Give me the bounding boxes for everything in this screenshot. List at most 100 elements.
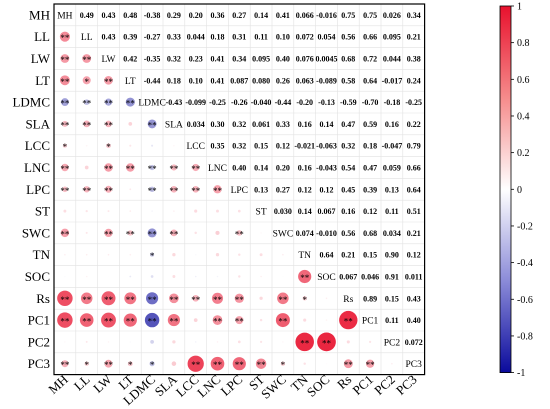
significance-mark: **	[213, 295, 223, 305]
correlation-value: 0.20	[189, 11, 203, 20]
significance-mark: **	[169, 317, 179, 327]
correlation-circle	[84, 361, 89, 366]
grid-layer	[53, 3, 426, 376]
correlation-circle	[84, 165, 89, 170]
correlation-circle	[280, 361, 286, 366]
significance-mark: **	[235, 317, 245, 327]
correlation-value: -0.017	[382, 76, 403, 85]
correlation-value: 0.16	[298, 120, 312, 129]
correlation-value: 0.16	[341, 207, 355, 216]
correlation-value: -0.43	[166, 98, 183, 107]
significance-mark: **	[366, 360, 376, 370]
correlation-circle	[194, 231, 197, 235]
correlation-circle	[61, 120, 68, 127]
significance-mark: **	[126, 229, 136, 239]
colorbar-tick-label: 0.2	[517, 148, 530, 159]
correlation-circle	[275, 313, 290, 328]
correlation-value: 0.22	[407, 120, 421, 129]
row-label: LNC	[24, 160, 50, 175]
row-label: LDMC	[12, 95, 50, 110]
correlation-value: 0.66	[407, 164, 421, 173]
correlation-value: 0.49	[80, 11, 94, 20]
correlation-circle	[194, 209, 198, 213]
correlation-circle	[187, 355, 204, 372]
row-label: Rs	[36, 291, 50, 306]
significance-mark: **	[169, 164, 179, 174]
correlation-circle	[260, 275, 262, 278]
correlation-value: 0.13	[254, 185, 268, 194]
diagonal-label: TN	[298, 251, 311, 261]
significance-mark: **	[60, 55, 70, 65]
colorbar-tick-label: -0.6	[517, 295, 533, 306]
correlation-circle	[107, 210, 110, 213]
correlation-circle	[144, 312, 160, 328]
correlation-circle	[107, 275, 110, 278]
correlation-circle	[129, 253, 132, 256]
correlation-circle	[236, 230, 243, 236]
colorbar-gradient	[499, 5, 512, 374]
correlation-circle	[85, 144, 88, 147]
correlation-circle	[194, 253, 197, 256]
correlation-value: 0.14	[254, 164, 268, 173]
diagonal-label: SOC	[317, 273, 335, 283]
correlation-value: 0.23	[189, 55, 203, 64]
correlation-circle	[282, 253, 284, 256]
correlation-value: 0.030	[274, 207, 292, 216]
correlation-value: 0.31	[232, 33, 246, 42]
diagonal-label: LW	[101, 55, 115, 65]
correlation-circle	[150, 252, 155, 257]
correlation-value: 0.18	[363, 142, 377, 151]
diagonal-label: SLA	[165, 120, 183, 130]
correlation-value: 0.11	[254, 33, 268, 42]
significance-mark: **	[104, 229, 114, 239]
correlation-circle	[129, 188, 132, 191]
correlation-value: 0.011	[405, 273, 423, 282]
significance-mark: **	[104, 99, 114, 109]
row-label: LL	[34, 29, 50, 44]
significance-mark: **	[235, 295, 245, 305]
correlation-value: -0.38	[144, 11, 161, 20]
cells-layer: MH 0.49 0.43 0.48 -0.38 0.29 0.20 0.36 0.27 0.14 0…	[57, 11, 423, 372]
correlation-value: 0.39	[363, 185, 377, 194]
correlation-value: 0.044	[187, 33, 205, 42]
correlation-value: 0.20	[276, 164, 290, 173]
correlation-circle	[255, 358, 267, 369]
correlation-value: 0.26	[276, 76, 290, 85]
colorbar-tick-label: 0.6	[517, 75, 530, 86]
correlation-circle	[127, 230, 133, 236]
correlation-circle	[259, 296, 263, 300]
correlation-circle	[237, 209, 241, 213]
significance-mark: **	[300, 273, 310, 283]
correlation-value: 0.27	[276, 185, 290, 194]
correlation-value: -0.44	[144, 76, 161, 85]
significance-mark: **	[169, 229, 179, 239]
significance-mark: *	[150, 251, 155, 261]
correlation-circle	[303, 318, 307, 322]
correlation-circle	[172, 275, 176, 278]
correlation-circle	[282, 275, 284, 278]
correlation-value: 0.095	[252, 55, 270, 64]
correlation-value: 0.21	[341, 251, 355, 260]
correlation-circle	[85, 340, 88, 343]
correlation-circle	[61, 360, 69, 368]
correlation-value: -0.26	[231, 98, 248, 107]
correlation-circle	[128, 122, 133, 126]
significance-mark: **	[322, 338, 332, 348]
correlation-circle	[211, 292, 224, 304]
correlation-circle	[173, 210, 175, 212]
correlation-value: -0.70	[362, 98, 379, 107]
correlation-circle	[172, 340, 176, 344]
correlation-value: 0.21	[407, 33, 421, 42]
correlation-circle	[325, 297, 328, 300]
row-label: LT	[35, 73, 50, 88]
correlation-value: 0.35	[211, 142, 225, 151]
correlation-circle	[169, 293, 179, 304]
correlation-value: 0.43	[407, 294, 421, 303]
correlation-value: -0.59	[340, 98, 357, 107]
correlation-circle	[235, 316, 244, 325]
correlation-circle	[149, 164, 155, 171]
correlation-circle	[57, 290, 73, 307]
correlation-value: 0.15	[385, 294, 399, 303]
correlation-value: 0.12	[407, 251, 421, 260]
correlation-circle	[325, 362, 328, 365]
